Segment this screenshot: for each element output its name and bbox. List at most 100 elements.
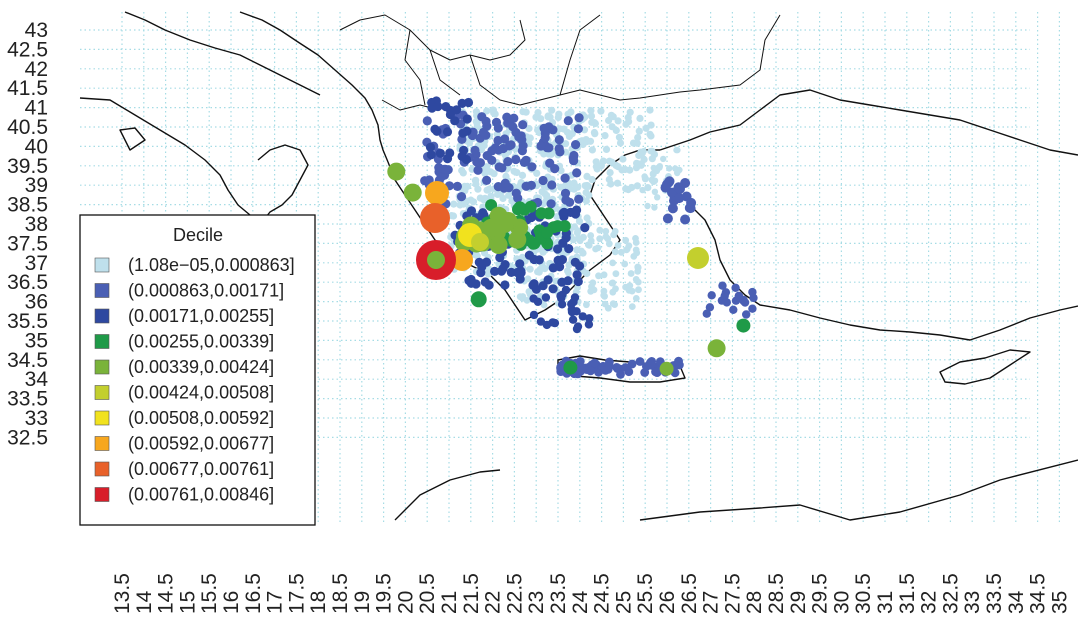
data-point	[403, 183, 422, 202]
data-point	[557, 183, 565, 191]
data-point	[554, 144, 564, 154]
data-point	[482, 163, 490, 171]
data-point	[564, 244, 574, 254]
data-point	[602, 145, 611, 153]
data-point	[590, 358, 599, 368]
data-point	[722, 298, 731, 307]
sardinia-outline	[119, 127, 146, 151]
data-point	[442, 127, 453, 137]
data-point	[469, 198, 478, 206]
data-point	[661, 179, 672, 190]
data-point	[622, 120, 630, 128]
longitude-tick-label: 27.5	[721, 573, 744, 614]
latitude-tick-label: 38	[25, 213, 48, 236]
legend-label: (0.00171,0.00255]	[128, 306, 274, 326]
data-point	[563, 360, 578, 375]
data-point	[533, 169, 541, 177]
data-point	[575, 261, 585, 271]
legend-swatch	[94, 385, 110, 400]
data-point	[442, 154, 453, 164]
data-point	[529, 310, 539, 320]
data-point	[628, 287, 636, 295]
legend-swatch	[94, 410, 110, 426]
data-point	[627, 270, 635, 277]
data-point	[666, 165, 673, 172]
data-point	[525, 124, 533, 133]
data-point	[627, 359, 637, 369]
data-point	[491, 117, 502, 127]
data-point	[574, 194, 584, 204]
data-point	[570, 293, 580, 302]
data-point	[731, 283, 740, 292]
longitude-tick-label: 23	[525, 591, 548, 614]
data-point	[644, 202, 651, 210]
longitude-tick-label: 34.5	[1027, 573, 1050, 614]
data-point	[612, 285, 619, 293]
legend-label: (1.08e−05,0.000863]	[128, 255, 295, 275]
data-point	[526, 265, 534, 273]
data-point	[672, 165, 679, 172]
data-point	[573, 276, 583, 287]
data-point	[539, 123, 549, 133]
longitude-tick-label: 32.5	[939, 573, 962, 614]
longitude-axis-labels: 13.51414.51515.51616.51717.51818.51919.5…	[111, 573, 1071, 614]
data-point	[634, 134, 642, 142]
decile-points	[387, 96, 758, 379]
data-point	[472, 117, 480, 126]
data-point	[490, 266, 500, 276]
data-point	[558, 208, 568, 218]
data-point	[565, 269, 572, 277]
data-point	[639, 150, 646, 157]
data-point	[572, 168, 582, 178]
longitude-tick-label: 33	[961, 591, 984, 614]
data-point	[515, 274, 525, 284]
data-point	[471, 176, 479, 185]
data-point	[601, 366, 610, 375]
data-point	[583, 172, 591, 180]
data-point	[463, 97, 474, 108]
longitude-tick-label: 31	[874, 591, 897, 614]
data-point	[480, 277, 490, 287]
data-point	[614, 242, 622, 249]
longitude-tick-label: 29.5	[809, 573, 832, 614]
data-point	[614, 117, 622, 125]
data-point	[621, 260, 629, 268]
data-point	[548, 106, 556, 114]
data-point	[597, 107, 605, 115]
data-point	[548, 284, 558, 294]
data-point	[590, 286, 598, 294]
latitude-tick-label: 40.5	[7, 116, 48, 139]
data-point	[583, 214, 591, 222]
data-point	[500, 280, 510, 290]
data-point	[632, 246, 640, 254]
data-point	[612, 270, 620, 278]
data-point	[629, 139, 638, 147]
longitude-tick-label: 15.5	[198, 573, 221, 614]
data-point	[736, 318, 751, 333]
data-point	[647, 147, 654, 155]
data-point	[748, 304, 757, 313]
data-point	[619, 155, 627, 163]
longitude-tick-label: 21	[438, 591, 461, 614]
balkan-borders	[339, 14, 781, 111]
data-point	[580, 223, 590, 233]
data-point	[584, 182, 592, 190]
adriatic-east-coastline	[239, 11, 389, 163]
data-point	[523, 297, 531, 304]
data-point	[433, 101, 443, 112]
longitude-tick-label: 21.5	[460, 573, 483, 614]
latitude-tick-label: 33	[25, 407, 48, 430]
longitude-tick-label: 26	[656, 591, 679, 614]
data-point	[632, 239, 640, 246]
data-point	[591, 130, 599, 138]
data-point	[457, 151, 467, 161]
data-point	[516, 131, 526, 141]
data-point	[500, 178, 510, 188]
data-point	[624, 113, 632, 122]
data-point	[557, 277, 567, 287]
data-point	[617, 248, 625, 256]
data-point	[422, 116, 432, 126]
data-point	[646, 360, 656, 370]
latitude-tick-label: 33.5	[7, 388, 48, 411]
latitude-tick-label: 34.5	[7, 349, 48, 372]
